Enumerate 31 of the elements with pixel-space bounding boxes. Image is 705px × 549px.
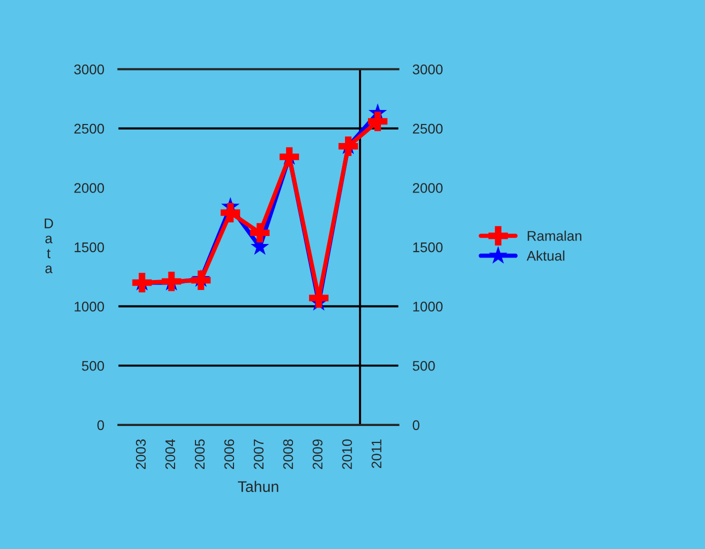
point (191, 270, 211, 290)
x-tick-label: 2004 (165, 439, 176, 470)
x-tick-label: 2011 (372, 439, 382, 468)
x-tick-label: 2005 (194, 439, 205, 470)
y2-tick-label: 500 (412, 360, 435, 371)
y-axis-title: Data (44, 218, 54, 274)
y-tick-label: 1000 (74, 302, 104, 312)
x-tick-label: 2006 (224, 439, 234, 470)
point (220, 202, 240, 222)
y2-tick-label: 3000 (412, 64, 443, 74)
x-axis-title: Tahun (238, 480, 278, 492)
y2-tick-label: 1500 (413, 242, 443, 252)
y2-tick-label: 2000 (412, 183, 443, 193)
y2-tick-label: 2500 (412, 124, 443, 134)
y-tick-label: 0 (97, 420, 104, 430)
y-tick-label: 2000 (74, 183, 104, 193)
y-tick-label: 1500 (74, 242, 104, 252)
point (368, 112, 388, 132)
y-tick-label: 2500 (74, 124, 104, 134)
legend-label: Aktual (526, 250, 564, 261)
x-tick-label: 2003 (136, 439, 146, 470)
y-tick-label: 3000 (74, 64, 104, 74)
x-tick-label: 2008 (283, 439, 294, 470)
x-tick-label: 2010 (342, 439, 352, 470)
point (250, 223, 270, 243)
x-tick-label: 2009 (312, 439, 323, 470)
x-tick-label: 2007 (254, 440, 264, 470)
y-tick-label: 500 (82, 360, 104, 371)
y2-tick-label: 0 (412, 420, 420, 430)
y2-tick-label: 1000 (413, 302, 443, 312)
legend-label: Ramalan (528, 230, 582, 241)
